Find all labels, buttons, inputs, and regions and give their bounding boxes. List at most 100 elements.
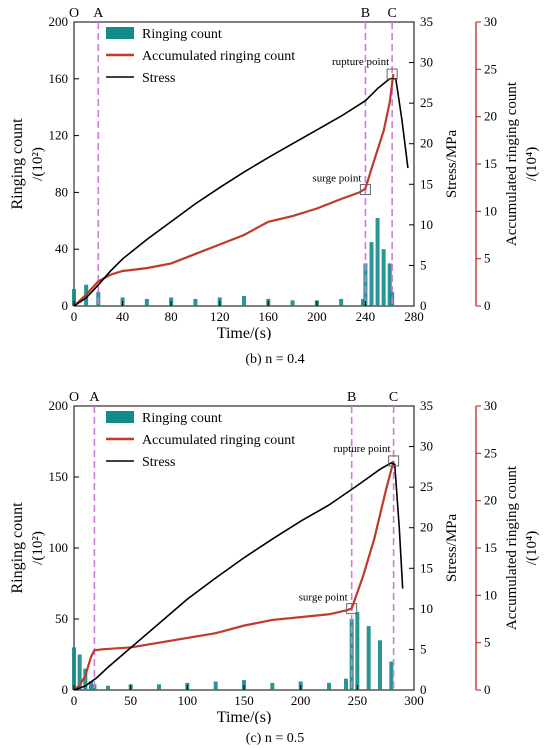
c-ringing-bar xyxy=(213,681,218,690)
c-y3-tick-label: 15 xyxy=(484,540,497,555)
c-legend-swatch-ringing xyxy=(106,411,134,423)
b-y3-tick-label: 25 xyxy=(484,61,497,76)
b-y2-tick-label: 35 xyxy=(420,14,433,29)
b-y2-tick-label: 0 xyxy=(420,298,427,313)
c-y2-tick-label: 15 xyxy=(420,560,433,575)
b-legend: Ringing count Accumulated ringing count St… xyxy=(106,27,295,86)
b-legend-swatch-ringing xyxy=(106,27,134,39)
caption-c: (c) n = 0.5 xyxy=(245,731,305,746)
b-x-tick-label: 0 xyxy=(71,309,78,324)
b-surge-point-label: surge point xyxy=(312,173,361,185)
c-ringing-bar xyxy=(389,661,394,690)
b-y-tick-label: 80 xyxy=(55,184,68,199)
b-x-tick-label: 240 xyxy=(356,309,376,324)
c-y-tick-label: 200 xyxy=(49,398,69,413)
b-y3-tick-label: 10 xyxy=(484,203,497,218)
c-y-tick-label: 150 xyxy=(49,469,69,484)
b-y2-tick-label: 20 xyxy=(420,136,433,151)
c-x-tick-label: 0 xyxy=(71,693,78,708)
b-x-tick-label: 280 xyxy=(404,309,424,324)
c-x-tick-label: 250 xyxy=(348,693,368,708)
b-legend-label-ringing: Ringing count xyxy=(142,27,222,42)
c-y3-tick-label: 30 xyxy=(484,398,497,413)
c-rupture-point-label: rupture point xyxy=(333,443,390,455)
b-rupture-marker xyxy=(386,68,398,80)
b-phase-label-a: A xyxy=(93,6,104,21)
c-y-axis-label: Ringing count xyxy=(9,502,26,594)
c-y2-tick-label: 25 xyxy=(420,479,433,494)
c-legend-label-ringing: Ringing count xyxy=(142,411,222,426)
c-phase-label-o: O xyxy=(69,390,79,405)
c-y2-tick-label: 0 xyxy=(420,682,427,697)
c-y3-tick-label: 0 xyxy=(484,682,491,697)
c-ringing-bars xyxy=(72,611,394,690)
b-y3-tick-label: 30 xyxy=(484,14,497,29)
b-ringing-bar xyxy=(72,288,76,306)
b-y2-tick-label: 5 xyxy=(420,257,427,272)
b-phase-label-c: C xyxy=(387,6,396,21)
c-x-tick-label: 300 xyxy=(404,693,424,708)
c-y3-tick-label: 5 xyxy=(484,635,491,650)
c-ringing-bar xyxy=(72,647,76,690)
c-ringing-bar xyxy=(355,611,360,690)
c-y-tick-label: 100 xyxy=(49,540,69,555)
c-legend-label-stress: Stress xyxy=(142,455,175,470)
b-accumulated-line xyxy=(73,73,395,307)
c-legend-label-accumulated: Accumulated ringing count xyxy=(142,433,295,448)
b-y3-tick-label: 15 xyxy=(484,156,497,171)
b-legend-label-stress: Stress xyxy=(142,71,175,86)
c-stress-line xyxy=(73,461,404,691)
b-x-tick-label: 80 xyxy=(165,309,178,324)
b-x-tick-label: 160 xyxy=(259,309,279,324)
c-ringing-bar xyxy=(378,640,382,690)
b-y-tick-label: 40 xyxy=(55,241,68,256)
b-rupture-point-label: rupture point xyxy=(332,56,389,68)
c-ringing-bar xyxy=(344,678,348,690)
b-legend-label-accumulated: Accumulated ringing count xyxy=(142,49,295,64)
c-ringing-bar xyxy=(89,681,93,690)
b-y-tick-label: 0 xyxy=(62,298,69,313)
c-ringing-bar xyxy=(270,682,275,690)
b-ringing-bar xyxy=(363,263,368,306)
c-ringing-bar xyxy=(327,682,331,690)
caption-b: (b) n = 0.4 xyxy=(245,352,305,367)
c-y2-tick-label: 35 xyxy=(420,398,433,413)
c-y-tick-label: 50 xyxy=(55,611,68,626)
c-y2-tick-label: 20 xyxy=(420,520,433,535)
c-phase-label-b: B xyxy=(347,390,356,405)
b-phase-label-o: O xyxy=(69,6,79,21)
c-x-tick-label: 100 xyxy=(178,693,198,708)
b-ringing-bar xyxy=(387,263,392,306)
b-surge-marker xyxy=(359,184,371,196)
c-y2-tick-label: 10 xyxy=(420,601,433,616)
c-y-tick-label: 0 xyxy=(62,682,69,697)
b-x-axis-label: Time/(s) xyxy=(217,325,272,340)
b-y-tick-label: 200 xyxy=(49,14,69,29)
b-x-tick-label: 200 xyxy=(307,309,327,324)
c-y3-axis-unit: /(10⁴) xyxy=(524,531,540,565)
b-ringing-bar xyxy=(242,296,246,306)
c-y3-tick-label: 25 xyxy=(484,445,497,460)
b-y-axis-unit: /(10²) xyxy=(30,147,46,181)
c-legend: Ringing count Accumulated ringing count St… xyxy=(106,411,295,470)
b-y3-axis-unit: /(10⁴) xyxy=(524,147,540,181)
c-accumulated-line xyxy=(73,460,395,691)
b-x-tick-label: 120 xyxy=(210,309,230,324)
c-x-axis-label: Time/(s) xyxy=(217,709,272,724)
c-y3-tick-label: 20 xyxy=(484,493,497,508)
b-y-tick-label: 120 xyxy=(49,128,69,143)
c-ringing-bar xyxy=(106,685,110,690)
c-y2-axis-label: Stress/MPa xyxy=(444,513,460,582)
b-ringing-bar xyxy=(361,298,365,306)
b-y-axis-label: Ringing count xyxy=(9,118,26,210)
b-y2-tick-label: 10 xyxy=(420,217,433,232)
b-phase-label-b: B xyxy=(361,6,370,21)
b-ringing-bar xyxy=(369,242,374,306)
b-y2-tick-label: 25 xyxy=(420,95,433,110)
b-y3-tick-label: 5 xyxy=(484,251,491,266)
c-y-axis-unit: /(10²) xyxy=(30,531,46,565)
c-x-tick-label: 200 xyxy=(291,693,311,708)
